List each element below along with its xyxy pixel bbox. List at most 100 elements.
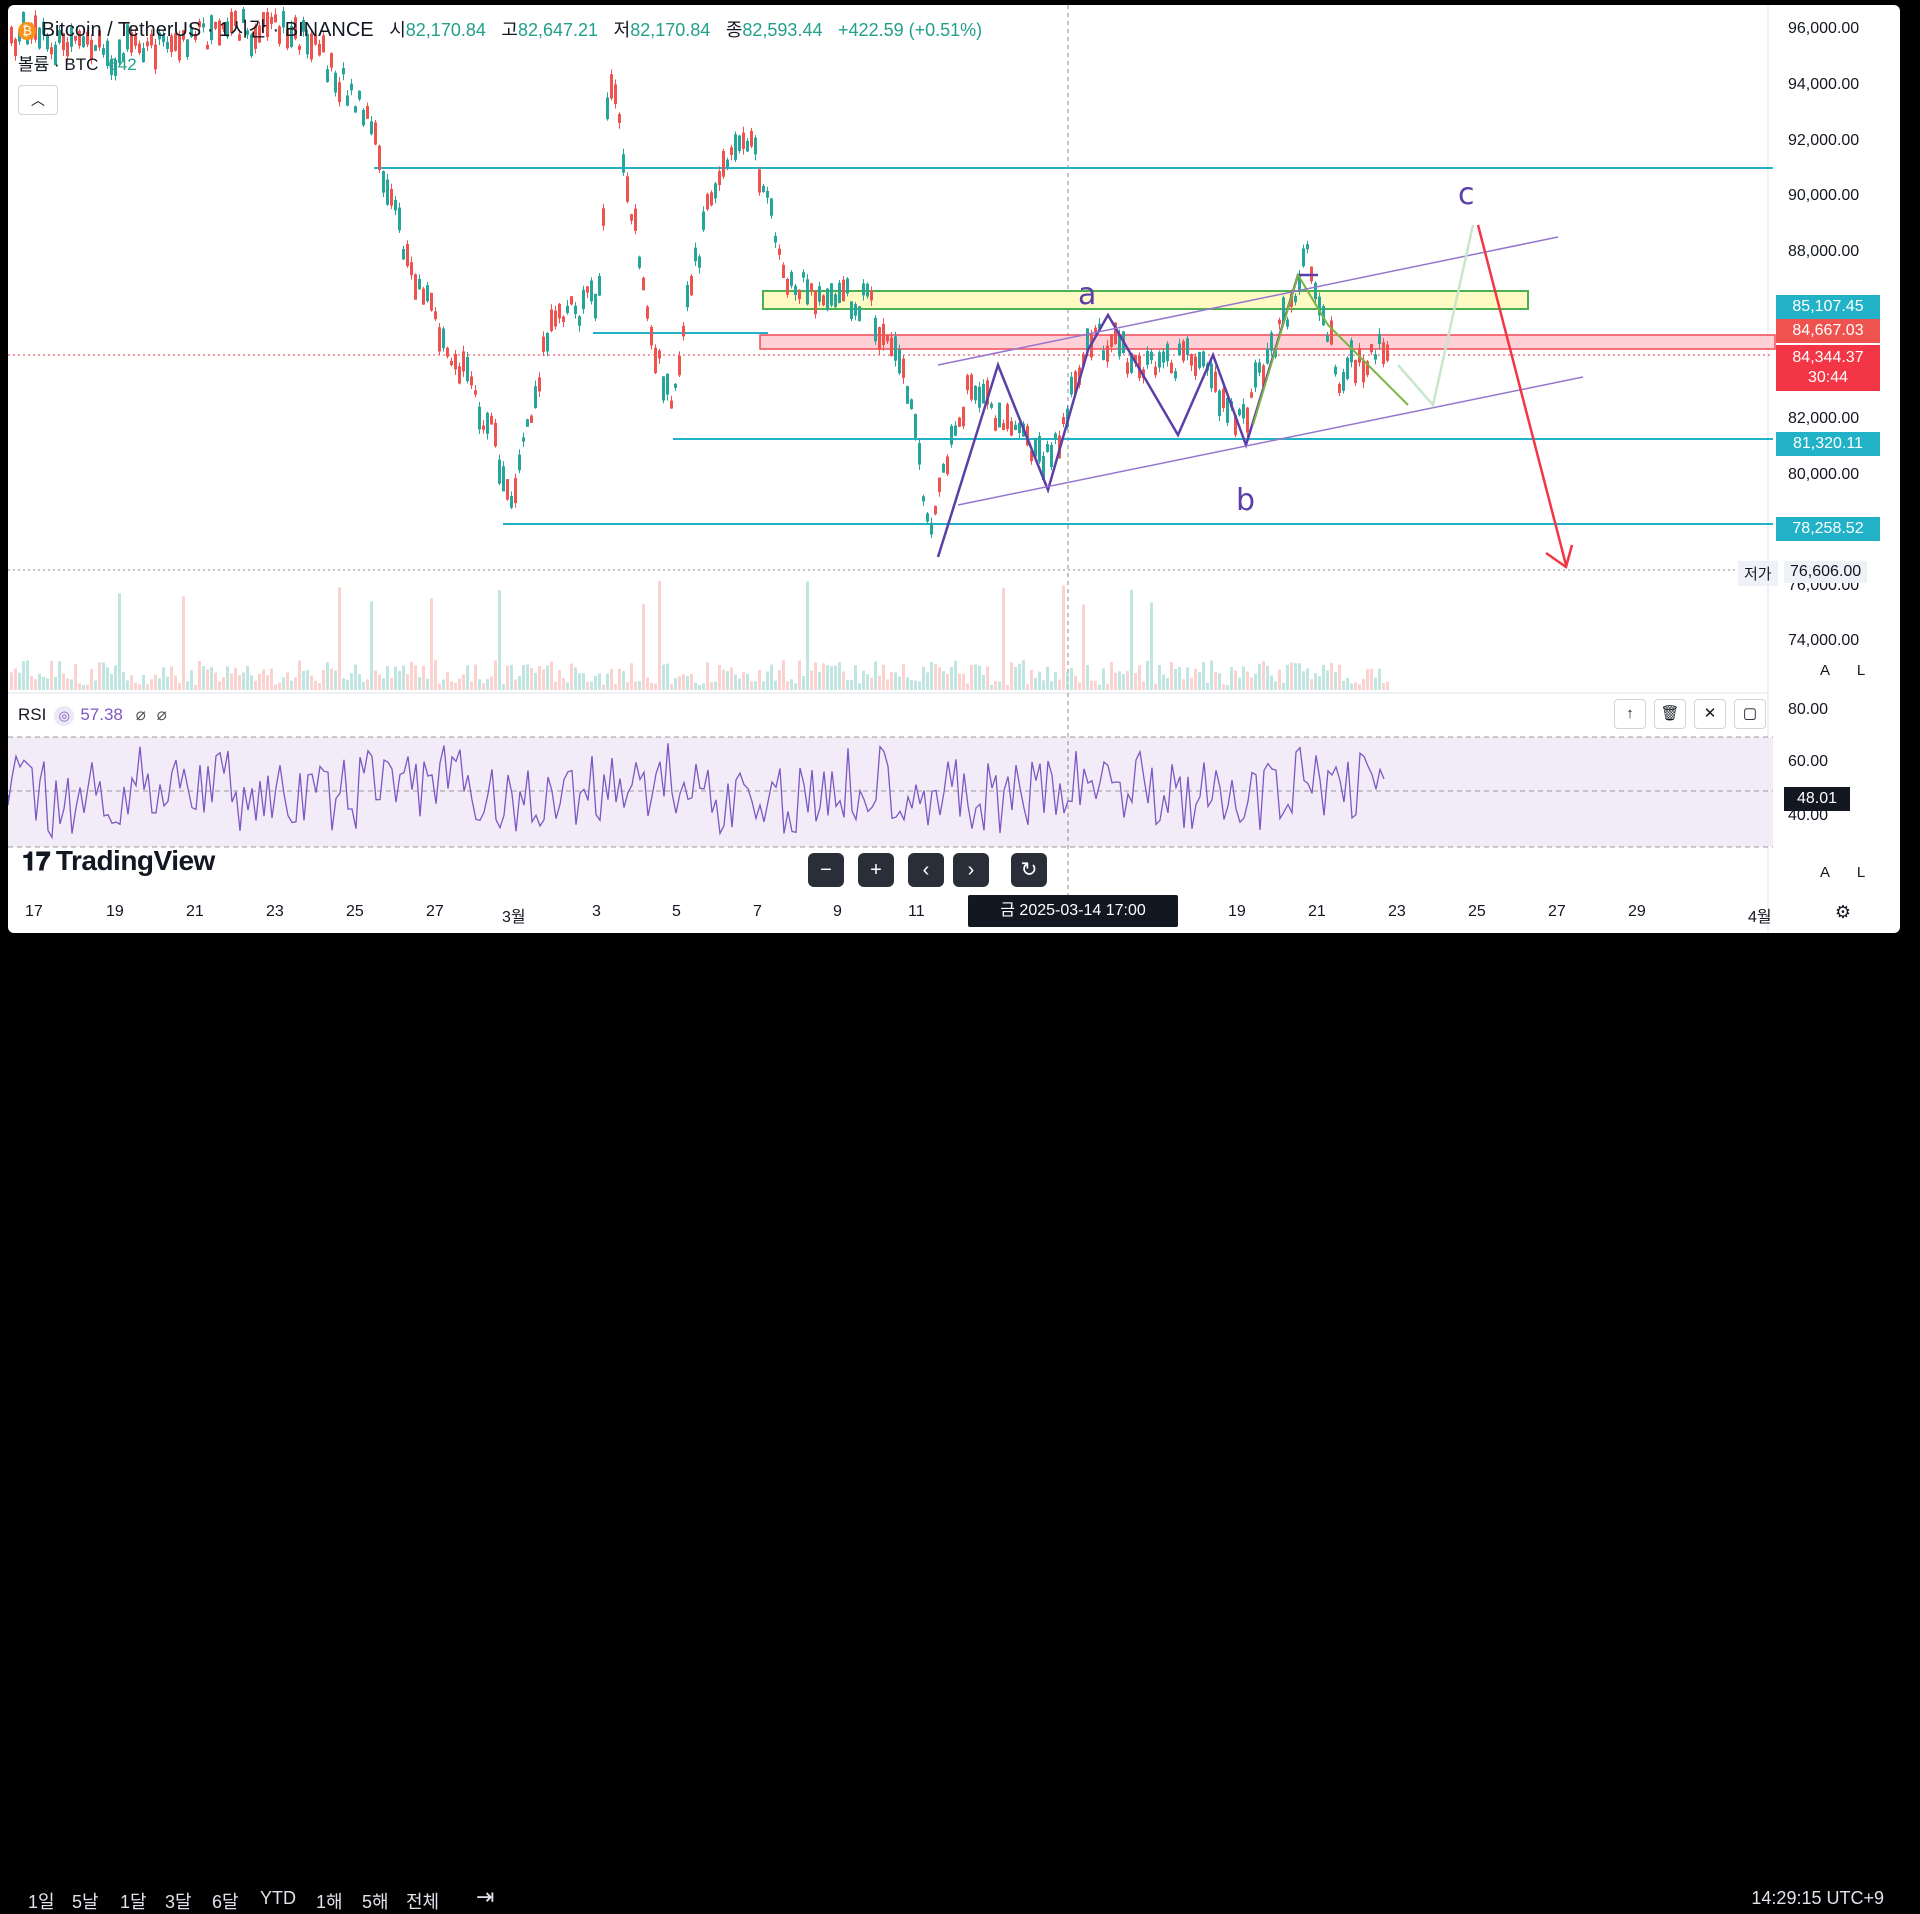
candle (438, 327, 441, 352)
volume-bar (350, 673, 353, 690)
candle (606, 97, 609, 120)
candle (1346, 357, 1349, 379)
wave-label-b[interactable]: b (1236, 483, 1256, 518)
candle (362, 109, 365, 126)
volume-bar (1250, 677, 1253, 690)
timeframe-3m[interactable]: 3달 (165, 1892, 192, 1912)
timeframe-all[interactable]: 전체 (406, 1892, 440, 1912)
volume-bar (362, 681, 365, 690)
volume-bar (962, 673, 965, 690)
candle (1210, 363, 1213, 389)
candle (986, 380, 989, 405)
zoom-in-button[interactable]: + (858, 853, 894, 887)
candle (274, 14, 277, 23)
volume-bar (1246, 671, 1249, 690)
volume-bar (1090, 680, 1093, 690)
rsi-auto-scale-button[interactable]: A (1810, 859, 1840, 887)
candle (1198, 352, 1201, 368)
volume-bar (630, 663, 633, 690)
clock[interactable]: 14:29:15 UTC+9 (1751, 1888, 1884, 1908)
candle (46, 35, 49, 50)
wave-label-c[interactable]: c (1458, 177, 1475, 212)
candle (178, 35, 181, 61)
chart-panel[interactable]: ₿ Bitcoin / TetherUS · 1시간 · BINANCE 시82… (8, 5, 1900, 933)
timeframe-1m[interactable]: 1달 (120, 1892, 147, 1912)
scroll-right-button[interactable]: › (953, 853, 989, 887)
open-label: 시 (389, 20, 406, 40)
candle (442, 328, 445, 349)
volume-bar (798, 660, 801, 690)
timeframe-1y[interactable]: 1해 (316, 1892, 343, 1912)
candle (58, 30, 61, 43)
volume-bar (398, 670, 401, 690)
candle (942, 464, 945, 473)
candle (374, 122, 377, 145)
candle (1342, 372, 1345, 391)
volume-bar (490, 676, 493, 690)
volume-bar (1182, 679, 1185, 690)
candle (882, 323, 885, 346)
candle (598, 275, 601, 296)
volume-bar (1146, 660, 1149, 690)
price-chart[interactable] (8, 5, 1900, 933)
change-value: +422.59 (+0.51%) (838, 20, 983, 40)
goto-date-icon[interactable]: ⇥ (476, 1884, 495, 1909)
zoom-out-button[interactable]: − (808, 853, 844, 887)
projected-path (1397, 224, 1475, 408)
reset-chart-button[interactable]: ↻ (1011, 853, 1047, 887)
wave-label-a[interactable]: a (1078, 277, 1097, 312)
candle (1370, 344, 1373, 353)
volume-bar (1206, 682, 1209, 690)
move-pane-up-button[interactable]: ↑ (1614, 699, 1646, 729)
collapse-legend-button[interactable]: ︿ (18, 85, 58, 115)
timeframe-5y[interactable]: 5해 (362, 1892, 389, 1912)
candle (914, 414, 917, 438)
volume-bar (510, 664, 513, 690)
candle (1374, 354, 1377, 360)
tradingview-logo-text: TradingView (55, 845, 215, 876)
time-label: 3 (592, 903, 601, 920)
scroll-left-button[interactable]: ‹ (908, 853, 944, 887)
candle (742, 132, 745, 150)
volume-bar (934, 664, 937, 690)
timeframe-ytd[interactable]: YTD (260, 1888, 296, 1908)
candle (1094, 327, 1097, 333)
candle (886, 335, 889, 342)
time-label: 21 (186, 903, 204, 920)
volume-bar (770, 664, 773, 690)
timeframe-6m[interactable]: 6달 (212, 1892, 239, 1912)
candle (774, 235, 777, 243)
volume-bar (138, 684, 141, 690)
symbol-title[interactable]: Bitcoin / TetherUS · 1시간 · BINANCE (41, 19, 374, 41)
timeframe-5d[interactable]: 5날 (72, 1892, 99, 1912)
current-price: 84,344.37 (1792, 349, 1864, 366)
collapse-pane-button[interactable]: ✕ (1694, 699, 1726, 729)
candle (174, 33, 177, 51)
volume-bar (110, 673, 113, 690)
volume-bar (850, 679, 853, 690)
rsi-log-scale-button[interactable]: L (1846, 859, 1876, 887)
candle (1334, 366, 1337, 375)
volume-bar (958, 673, 961, 690)
price-label: 94,000.00 (1788, 76, 1860, 93)
settings-gear-icon[interactable]: ⚙ (1828, 898, 1858, 926)
log-scale-button[interactable]: L (1846, 657, 1876, 685)
candle (1298, 274, 1301, 292)
maximize-pane-button[interactable]: ▢ (1734, 699, 1766, 729)
candle (926, 513, 929, 522)
rsi-extra-1: ⌀ (135, 705, 146, 724)
candle (898, 349, 901, 374)
delete-pane-button[interactable]: 🗑 (1654, 699, 1686, 729)
time-label: 19 (106, 903, 124, 920)
auto-scale-button[interactable]: A (1810, 657, 1840, 685)
candle (902, 358, 905, 378)
volume-bar (874, 661, 877, 690)
candle (522, 437, 525, 442)
volume-bar (250, 675, 253, 690)
volume-bar (162, 667, 165, 690)
volume-bar (1210, 660, 1213, 690)
candle (726, 159, 729, 168)
candle (1034, 438, 1037, 457)
volume-bar (334, 670, 337, 690)
timeframe-1d[interactable]: 1일 (28, 1892, 55, 1912)
